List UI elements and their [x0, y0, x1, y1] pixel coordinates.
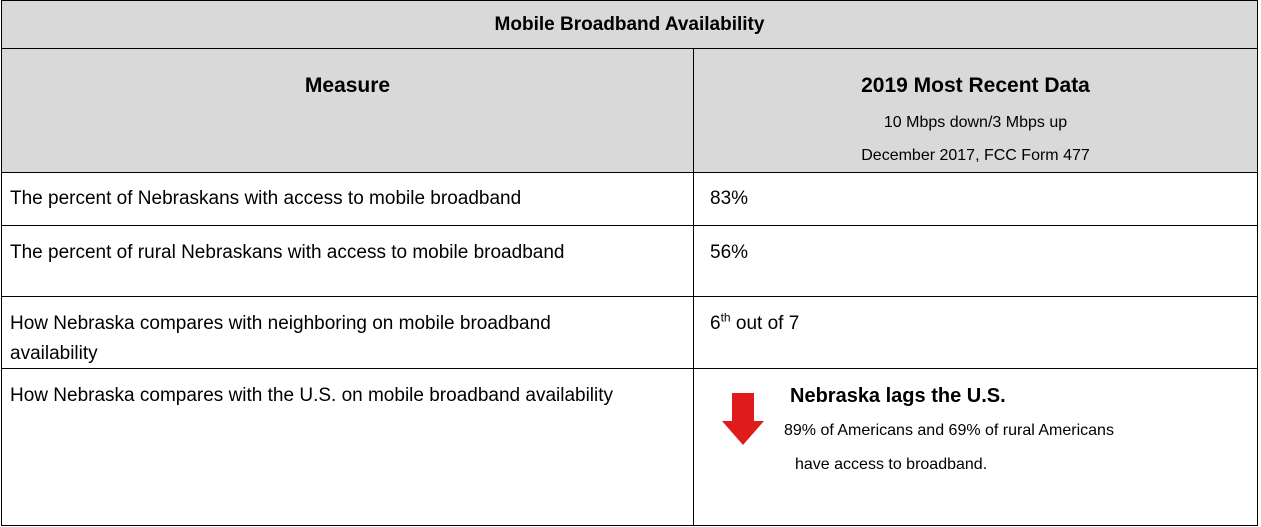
value-line: 89% of Americans and 69% of rural Americ… [784, 422, 1114, 439]
value-headline: Nebraska lags the U.S. [790, 385, 1006, 407]
measure-cell: The percent of rural Nebraskans with acc… [1, 225, 694, 297]
rank-suffix: th [720, 310, 731, 325]
header-data-title: 2019 Most Recent Data [861, 74, 1090, 97]
header-cell: Measure [1, 48, 694, 173]
title-cell: Mobile Broadband Availability [1, 0, 1258, 49]
value-cell: 56% [693, 225, 1258, 297]
header-sub: 10 Mbps down/3 Mbps up [883, 114, 1068, 131]
measure-cell: How Nebraska compares with the U.S. on m… [1, 368, 694, 526]
measure-text: The percent of Nebraskans with access to… [10, 188, 522, 209]
header-sub: December 2017, FCC Form 477 [861, 147, 1090, 164]
rank: 6 [710, 313, 721, 334]
table-title: Mobile Broadband Availability [494, 14, 765, 35]
measure-text: How Nebraska compares with neighboring o… [10, 313, 551, 364]
value-line: have access to broadband. [795, 456, 988, 473]
header-measure: Measure [304, 74, 391, 97]
measure-text: The percent of rural Nebraskans with acc… [10, 242, 565, 263]
measure-text: How Nebraska compares with the U.S. on m… [10, 385, 614, 406]
measure-cell: The percent of Nebraskans with access to… [1, 172, 694, 226]
value-text: 6th out of 7 [710, 309, 799, 339]
value-text: 56% [710, 242, 749, 263]
measure-cell: How Nebraska compares with neighboring o… [1, 296, 694, 369]
rank-rest: out of 7 [730, 313, 800, 334]
arrow-shape [722, 393, 764, 445]
value-cell: 6th out of 7 [693, 296, 1258, 369]
value-cell: Nebraska lags the U.S. 89% of Americans … [693, 368, 1258, 526]
value-text: 83% [710, 188, 749, 209]
value-cell: 83% [693, 172, 1258, 226]
header-cell: 2019 Most Recent Data 10 Mbps down/3 Mbp… [693, 48, 1258, 173]
down-arrow-icon [722, 393, 764, 445]
